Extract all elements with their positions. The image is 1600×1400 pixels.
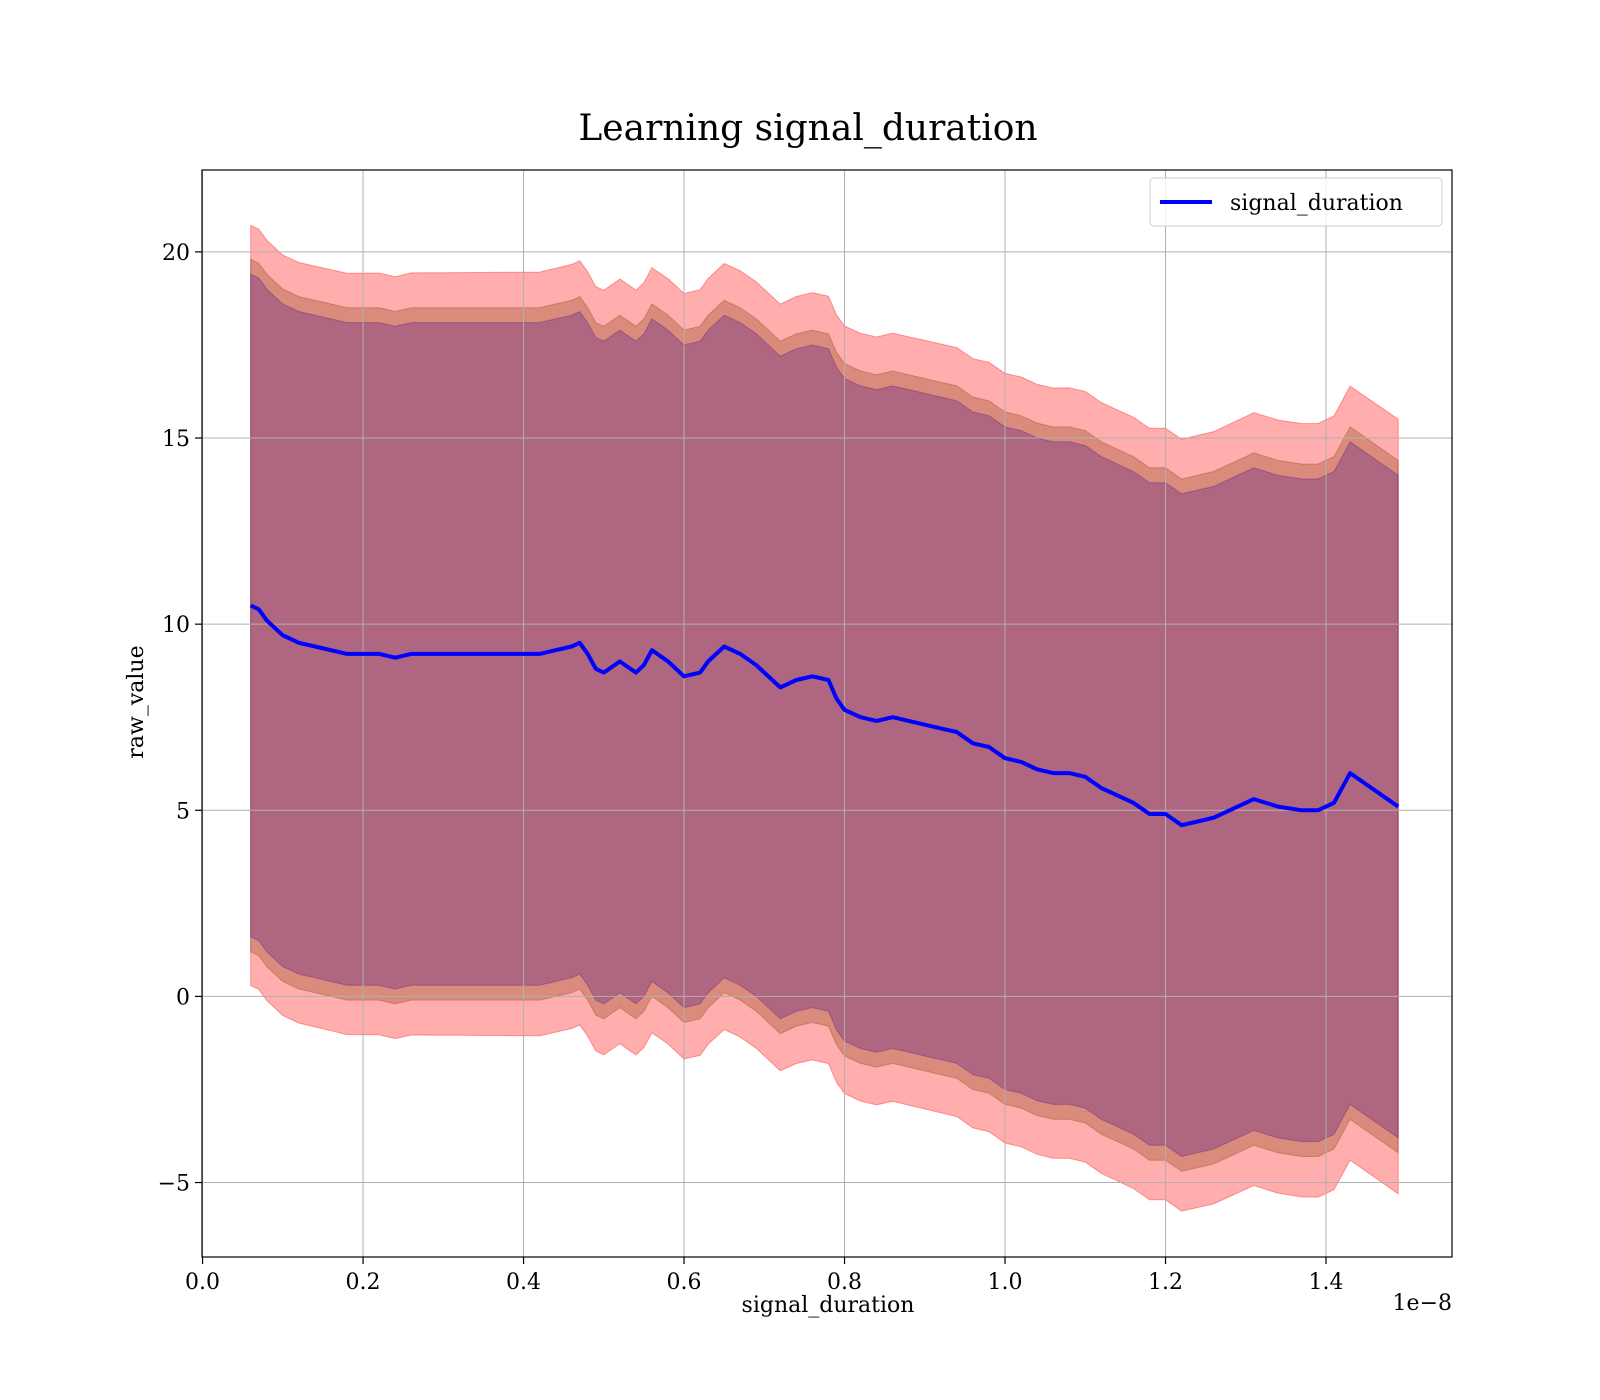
x-axis-label: signal_duration	[742, 1293, 915, 1318]
x-tick-label: 0.6	[667, 1270, 702, 1295]
chart-title: Learning signal_duration	[578, 108, 1037, 149]
series-line-signal-duration	[249, 603, 1400, 828]
legend: signal_duration	[1149, 177, 1443, 227]
y-tick-label: 20	[162, 241, 190, 266]
x-axis-offset-label: 1e−8	[1393, 1291, 1452, 1316]
x-tick-label: 1.0	[988, 1270, 1023, 1295]
series-lines	[249, 603, 1400, 828]
plot-frame	[201, 169, 1453, 1258]
grid-lines	[202, 170, 1452, 1257]
legend-entry-signal-duration: signal_duration	[1230, 191, 1403, 216]
x-axis-ticks: 0.0 0.2 0.4 0.6 0.8 1.0 1.2 1.4	[185, 1257, 1344, 1295]
y-axis-label: raw_value	[124, 645, 149, 758]
y-tick-label: 5	[176, 799, 190, 824]
x-tick-label: 0.8	[827, 1270, 862, 1295]
x-tick-label: 0.0	[185, 1270, 220, 1295]
y-tick-label: 0	[176, 985, 190, 1010]
y-tick-label: 15	[162, 427, 190, 452]
confidence-band-2	[250, 273, 1399, 1158]
confidence-band-1	[250, 258, 1399, 1172]
x-tick-label: 0.4	[506, 1270, 541, 1295]
x-tick-label: 1.2	[1148, 1270, 1183, 1295]
y-tick-label: −5	[158, 1172, 190, 1197]
legend-box	[1149, 177, 1443, 227]
confidence-bands	[250, 224, 1399, 1212]
plot-area	[201, 169, 1453, 1258]
x-tick-label: 1.4	[1309, 1270, 1344, 1295]
x-tick-label: 0.2	[346, 1270, 381, 1295]
y-axis-ticks: −5 0 5 10 15 20	[158, 241, 202, 1197]
y-tick-label: 10	[162, 613, 190, 638]
confidence-band-0	[250, 224, 1399, 1212]
